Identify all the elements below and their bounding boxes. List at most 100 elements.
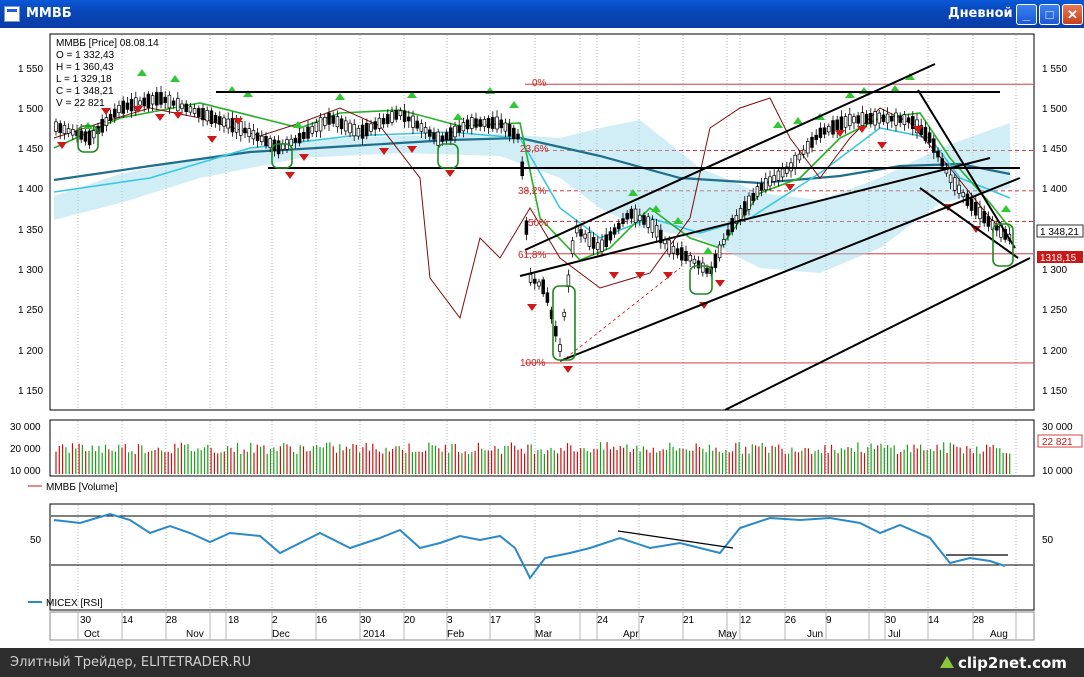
candle	[213, 114, 218, 123]
sell-arrow	[285, 172, 295, 179]
month-label: Mar	[535, 629, 553, 640]
candle	[306, 126, 310, 139]
close-button[interactable]: ✕	[1062, 4, 1083, 25]
chart-canvas[interactable]: MMBБ [Price] 08.08.14 O = 1 332,43 H = 1…	[0, 28, 1084, 648]
candle	[465, 119, 470, 130]
price-tick: 1 550	[1042, 64, 1067, 75]
candle	[961, 191, 965, 198]
volume-tick: 20 000	[10, 444, 41, 455]
candle	[155, 92, 159, 106]
month-label: Apr	[623, 629, 639, 640]
candle	[247, 128, 251, 137]
buy-arrow	[137, 69, 147, 76]
candle	[713, 253, 718, 268]
rsi-legend: MICEX [RSI]	[46, 598, 103, 609]
candle	[881, 114, 886, 122]
candle	[848, 114, 852, 127]
price-axis: 1 550 1 500 1 450 1 400 1 350 1 300 1 25…	[18, 64, 1067, 397]
candle	[982, 211, 986, 224]
candle	[692, 258, 697, 264]
volume-tick: 30 000	[1042, 422, 1073, 433]
candle	[150, 95, 155, 105]
candle	[533, 278, 537, 284]
candle	[163, 96, 167, 104]
candle	[705, 267, 709, 274]
candle	[381, 118, 386, 125]
candle	[323, 117, 327, 126]
candle	[898, 115, 902, 123]
candle	[688, 254, 692, 262]
pattern-highlight	[552, 285, 576, 361]
candle	[108, 113, 113, 121]
month-label: Oct	[84, 629, 100, 640]
candle	[415, 120, 419, 129]
candle	[621, 218, 625, 225]
price-tick: 1 550	[18, 64, 43, 75]
upward-channel-top	[524, 63, 936, 251]
candle	[373, 121, 377, 130]
candle	[856, 115, 860, 124]
time-labels: 30 14 28 18 2 16 30 20 3 17 3 24 7 21 12…	[80, 615, 1008, 640]
title-bar[interactable]: MMBБ Дневной _ □ ✕	[0, 0, 1084, 28]
day-label: 30	[885, 615, 897, 626]
info-line: C = 1 348,21	[56, 86, 114, 97]
fib-label: 23,6%	[520, 144, 548, 155]
buy-arrow	[673, 217, 683, 224]
candle	[537, 281, 541, 287]
candle	[142, 97, 146, 107]
candle	[331, 115, 335, 124]
candle	[843, 116, 848, 128]
maximize-button[interactable]: □	[1039, 4, 1060, 25]
candle	[764, 178, 768, 191]
buy-arrow	[407, 91, 417, 98]
candle	[146, 93, 151, 109]
candle	[436, 131, 440, 146]
candle	[104, 117, 109, 126]
candle	[822, 127, 827, 135]
support-line	[519, 157, 991, 277]
candle	[927, 132, 932, 143]
month-label: Aug	[990, 629, 1008, 640]
sell-arrow	[609, 272, 619, 279]
candle	[827, 126, 831, 133]
candle	[717, 244, 722, 259]
candle	[398, 110, 403, 117]
candle	[352, 124, 356, 137]
candle	[302, 132, 306, 139]
price-tick: 1 500	[1042, 104, 1067, 115]
sell-arrow	[877, 142, 887, 149]
upward-channel-bottom	[724, 257, 1031, 411]
candle	[877, 112, 881, 124]
price-tick: 1 200	[1042, 346, 1067, 357]
candle	[957, 184, 961, 194]
candle	[722, 239, 726, 245]
sell-arrow	[527, 304, 537, 311]
candle	[978, 206, 982, 220]
candle	[696, 260, 701, 269]
price-tick: 1 500	[18, 104, 43, 115]
candle	[222, 117, 226, 127]
buy-arrow	[793, 117, 803, 124]
candle	[226, 118, 230, 129]
minimize-button[interactable]: _	[1016, 4, 1037, 25]
chart-area[interactable]: MMBБ [Price] 08.08.14 O = 1 332,43 H = 1…	[0, 28, 1084, 648]
day-label: 3	[447, 615, 453, 626]
candle	[768, 176, 772, 187]
candle	[528, 274, 533, 283]
candle	[171, 100, 176, 106]
window-app-icon[interactable]	[4, 6, 20, 22]
fib-labels: 0% 23,6% 38,2% 50% 61,8% 100%	[518, 78, 548, 369]
candle	[167, 94, 172, 109]
info-line: H = 1 360,43	[56, 62, 114, 73]
candle	[680, 247, 684, 261]
candle	[83, 131, 88, 142]
volume-tick: 10 000	[10, 466, 41, 477]
sell-arrow	[857, 126, 867, 133]
candle	[348, 122, 352, 134]
candle	[516, 133, 520, 140]
candle	[583, 233, 587, 239]
candle	[995, 225, 999, 231]
candle	[835, 119, 839, 132]
candle	[184, 103, 188, 112]
